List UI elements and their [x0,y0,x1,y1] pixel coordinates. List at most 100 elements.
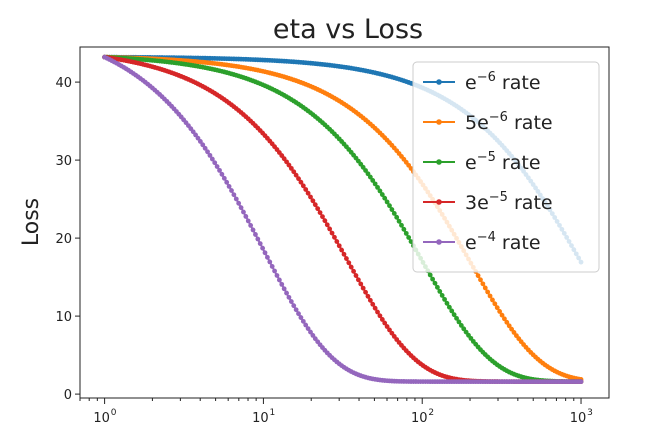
series-1-point [492,301,498,307]
series-4-point [274,273,280,278]
series-1-point [494,305,500,311]
series-3-point [315,206,321,212]
series-3-point [336,243,342,249]
y-tick-label: 40 [55,76,72,91]
series-3-point [327,226,333,232]
series-3-point [303,187,309,192]
series-3-point [293,172,299,178]
series-3-point [367,297,373,303]
series-4-point [231,192,237,198]
series-4-point [209,156,215,162]
series-2-point [427,272,433,278]
series-4-point [197,139,203,144]
series-2-point [399,222,404,228]
series-4-point [200,142,206,148]
y-tick-label: 20 [55,232,72,247]
series-2-point [396,218,402,224]
series-1-point [475,273,481,279]
series-2-point [449,308,455,314]
series-2-point [451,312,457,318]
plot-frame [79,46,610,399]
series-1-point [502,316,507,322]
series-3-point [296,176,301,182]
series-3-point [355,277,361,283]
series-2-point [391,211,397,216]
series-3-point [351,268,356,274]
series-3-point [291,169,297,175]
series-1-point [499,312,505,318]
series-3-point [332,234,337,240]
series-2-point [370,178,376,183]
series-3-point [310,198,316,204]
series-2-point [458,323,464,328]
legend-box [412,61,600,273]
series-2-point [365,171,371,177]
series-4-point [578,379,584,385]
legend-label-2: e−5 rate [465,150,541,174]
series-4-point [257,241,263,246]
series-4-point [279,281,285,287]
series-3-point [348,264,354,270]
x-tick-label: 10 [411,411,428,426]
series-1-point [482,285,488,291]
series-4-point [262,250,268,256]
series-2-point [437,288,443,294]
legend-marker-3 [436,199,442,205]
series-1-point [497,309,503,314]
series-2-point [408,239,414,245]
series-4-point [243,214,249,219]
series-3-point [288,165,294,171]
series-1-point [490,297,495,303]
series-2-point [406,235,412,240]
series-4-point [255,236,261,242]
series-4-point [298,315,304,320]
series-2-point [394,214,400,220]
series-4-point [212,160,218,166]
series-3-point [370,301,376,307]
series-1-point [506,323,512,329]
series-4-point [305,326,311,331]
series-4-point [272,268,277,274]
series-2-point [456,319,462,325]
legend-marker-4 [436,239,442,245]
series-1-point [487,293,493,299]
x-tick-label: 10 [252,411,269,426]
y-tick-label: 30 [55,154,72,169]
series-4-point [281,286,287,292]
series-3-point [324,222,330,228]
series-3-point [360,285,366,291]
series-1-point [504,319,510,325]
x-tick-exponent: 3 [587,408,593,418]
series-4-point [253,232,258,237]
series-4-point [238,205,244,211]
series-3-point [339,247,345,253]
series-3-point [329,230,335,236]
series-4-point [202,145,208,151]
legend: e−6 rate 5e−6 rate e−5 rate 3e−5 rate e−4 ra… [412,61,600,273]
legend-label-3: 3e−5 rate [465,190,553,214]
x-tick-exponent: 2 [428,408,434,418]
legend-label-4: e−4 rate [465,230,541,254]
series-4-point [236,200,242,206]
series-3-point [358,281,364,287]
series-3-point [300,183,306,189]
legend-marker-2 [436,159,442,165]
series-4-point [286,294,292,300]
series-2-point [367,174,373,180]
x-tick-label: 10 [570,411,587,426]
series-4-point [233,196,239,202]
series-4-point [260,245,266,251]
series-3-point [298,179,304,185]
series-3-point [382,320,388,326]
series-4-point [207,152,213,158]
series-4-point [221,175,227,181]
legend-marker-0 [436,79,442,85]
series-2-point [403,230,409,236]
series-3-point [322,218,328,224]
series-2-point [434,284,440,290]
series-4-point [284,290,289,296]
y-tick-label: 10 [55,310,72,325]
series-3-point [377,313,383,319]
